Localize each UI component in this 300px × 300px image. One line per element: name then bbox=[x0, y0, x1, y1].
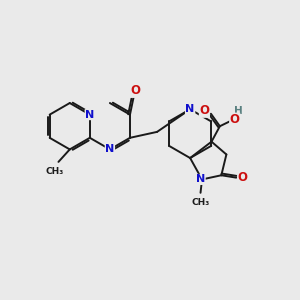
Text: O: O bbox=[200, 104, 209, 117]
Text: CH₃: CH₃ bbox=[191, 198, 210, 207]
Text: N: N bbox=[105, 144, 115, 154]
Text: N: N bbox=[85, 110, 94, 120]
Text: O: O bbox=[230, 113, 240, 126]
Text: O: O bbox=[130, 84, 140, 98]
Text: O: O bbox=[238, 171, 248, 184]
Text: N: N bbox=[196, 174, 205, 184]
Text: CH₃: CH₃ bbox=[46, 167, 64, 176]
Text: N: N bbox=[185, 104, 195, 114]
Text: H: H bbox=[234, 106, 243, 116]
